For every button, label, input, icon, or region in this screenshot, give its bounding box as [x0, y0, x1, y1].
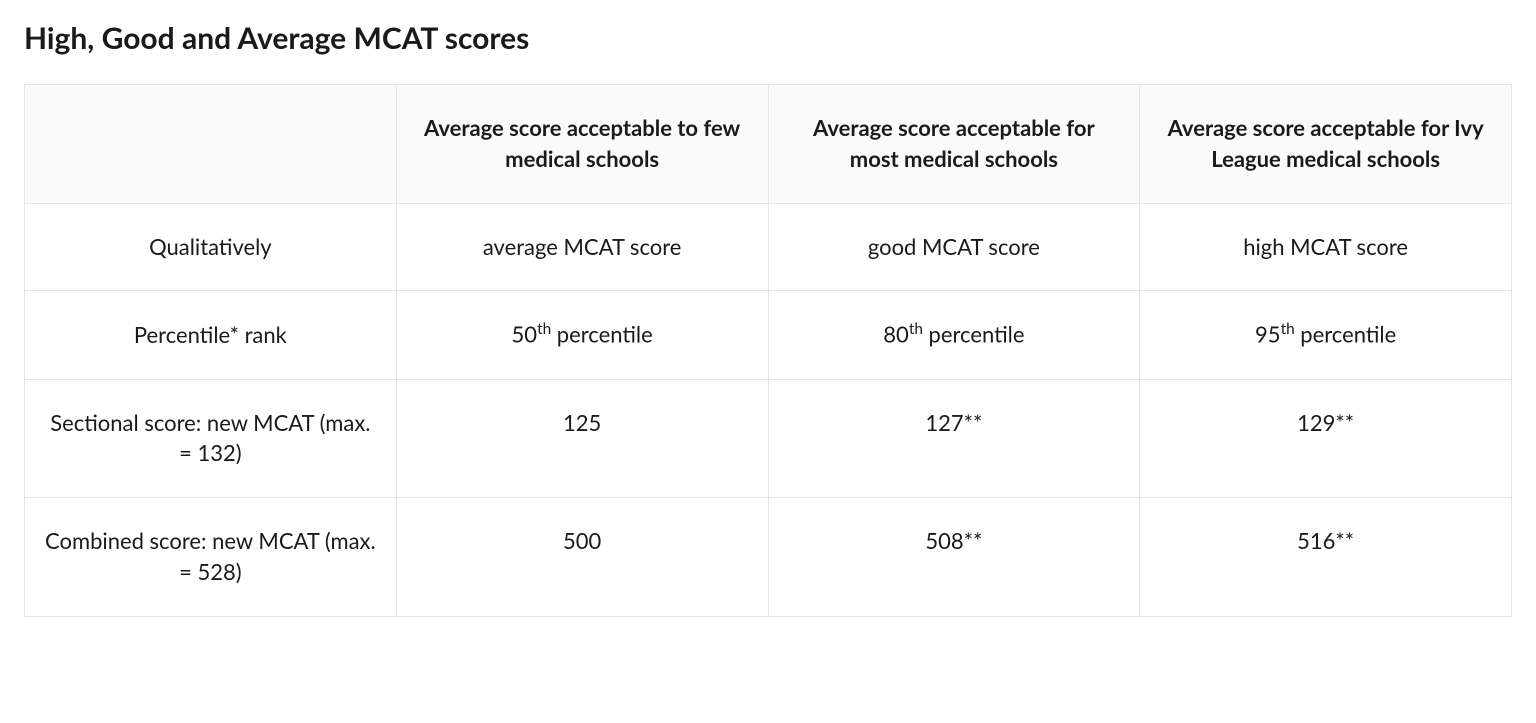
- percentile-number: 50: [512, 321, 538, 348]
- ordinal-suffix: th: [537, 320, 551, 338]
- table-cell: 129**: [1140, 379, 1512, 498]
- table-header-empty: [25, 85, 397, 204]
- row-label: Percentile* rank: [25, 291, 397, 379]
- ordinal-suffix: th: [1281, 320, 1295, 338]
- ordinal-suffix: th: [909, 320, 923, 338]
- table-header-ivy-schools: Average score acceptable for Ivy League …: [1140, 85, 1512, 204]
- page-title: High, Good and Average MCAT scores: [24, 20, 1512, 56]
- mcat-scores-table: Average score acceptable to few medical …: [24, 84, 1512, 617]
- table-cell: 127**: [768, 379, 1140, 498]
- table-row: Qualitativelyaverage MCAT scoregood MCAT…: [25, 203, 1512, 291]
- table-row: Percentile* rank50th percentile80th perc…: [25, 291, 1512, 379]
- table-cell: high MCAT score: [1140, 203, 1512, 291]
- percentile-number: 80: [883, 321, 909, 348]
- table-cell: 95th percentile: [1140, 291, 1512, 379]
- table-cell: 508**: [768, 498, 1140, 617]
- table-cell: 516**: [1140, 498, 1512, 617]
- row-label: Combined score: new MCAT (max. = 528): [25, 498, 397, 617]
- percentile-number: 95: [1255, 321, 1281, 348]
- row-label: Qualitatively: [25, 203, 397, 291]
- row-label: Sectional score: new MCAT (max. = 132): [25, 379, 397, 498]
- table-header-few-schools: Average score acceptable to few medical …: [396, 85, 768, 204]
- percentile-suffix: percentile: [551, 321, 653, 348]
- table-cell: 80th percentile: [768, 291, 1140, 379]
- percentile-suffix: percentile: [923, 321, 1025, 348]
- table-row: Combined score: new MCAT (max. = 528)500…: [25, 498, 1512, 617]
- table-row: Sectional score: new MCAT (max. = 132)12…: [25, 379, 1512, 498]
- table-cell: 50th percentile: [396, 291, 768, 379]
- table-cell: good MCAT score: [768, 203, 1140, 291]
- percentile-suffix: percentile: [1295, 321, 1397, 348]
- table-cell: 125: [396, 379, 768, 498]
- table-header-most-schools: Average score acceptable for most medica…: [768, 85, 1140, 204]
- table-cell: average MCAT score: [396, 203, 768, 291]
- table-body: Qualitativelyaverage MCAT scoregood MCAT…: [25, 203, 1512, 616]
- table-header-row: Average score acceptable to few medical …: [25, 85, 1512, 204]
- table-cell: 500: [396, 498, 768, 617]
